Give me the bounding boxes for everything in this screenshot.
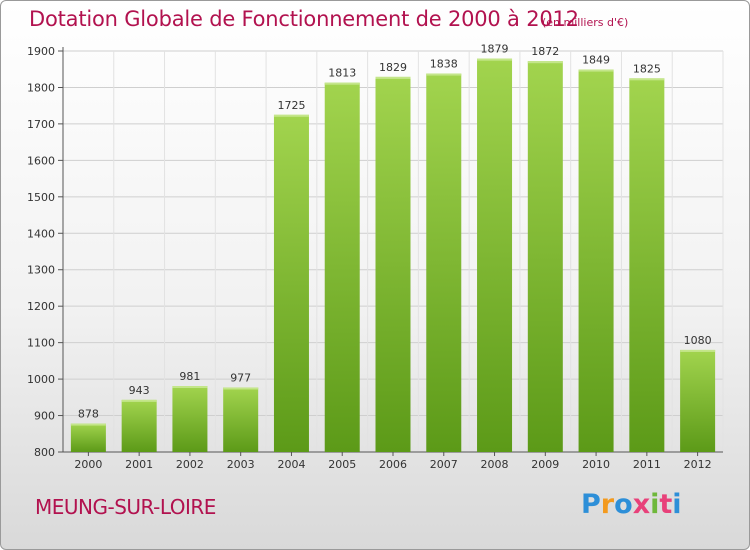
bar-2005 [324,82,360,452]
x-tick-label: 2010 [582,458,610,471]
bar-2000 [70,423,106,452]
data-label: 1725 [277,99,305,112]
data-label: 1825 [633,62,661,75]
x-tick-label: 2007 [430,458,458,471]
y-tick-label: 800 [34,446,55,459]
logo-letter: P [581,489,601,520]
bar-top-highlight [273,114,309,117]
x-tick-label: 2004 [277,458,305,471]
bar-2003 [223,387,259,452]
bar-2007 [426,73,462,453]
y-tick-label: 1500 [27,191,55,204]
x-tick-label: 2009 [531,458,559,471]
x-tick-label: 2005 [328,458,356,471]
data-label: 1080 [684,334,712,347]
data-label: 977 [230,371,251,384]
x-tick-label: 2002 [176,458,204,471]
x-tick-label: 2003 [227,458,255,471]
data-label: 1849 [582,54,610,67]
data-label: 1813 [328,67,356,80]
bar-top-highlight [375,76,411,79]
bar-2012 [680,349,716,452]
bar-2004 [273,114,309,452]
y-tick-label: 1900 [27,45,55,58]
bar-top-highlight [477,58,513,61]
chart-title: Dotation Globale de Fonctionnement de 20… [29,7,579,31]
bar-top-highlight [172,386,208,389]
bars [70,58,716,453]
data-label: 1879 [481,43,509,56]
x-tick-label: 2006 [379,458,407,471]
bar-top-highlight [426,73,462,76]
x-tick-label: 2012 [684,458,712,471]
y-tick-label: 1200 [27,300,55,313]
data-label: 1872 [531,45,559,58]
logo-letter: r [600,489,615,520]
data-label: 943 [129,384,150,397]
bar-top-highlight [629,78,665,81]
data-label: 981 [179,370,200,383]
y-tick-label: 1100 [27,337,55,350]
y-tick-label: 900 [34,410,55,423]
y-tick-label: 1400 [27,227,55,240]
labels: 800 900 1000 1100 1200 1300 1400 1500 1600 1700 18… [27,43,712,471]
bar-top-highlight [70,423,106,426]
bar-top-highlight [527,61,563,64]
y-tick-label: 1700 [27,118,55,131]
data-label: 1838 [430,58,458,71]
bar-2009 [527,61,563,452]
y-tick-label: 1300 [27,264,55,277]
bar-2002 [172,386,208,452]
x-tick-label: 2011 [633,458,661,471]
bar-top-highlight [578,69,614,72]
bar-top-highlight [324,82,360,85]
bar-2011 [629,78,665,452]
proxiti-logo: Proxiti [581,489,682,520]
data-label: 878 [78,408,99,421]
bar-2001 [121,399,157,452]
bar-top-highlight [680,349,716,352]
logo-letter: o [614,489,633,520]
bar-2008 [477,58,513,452]
bar-top-highlight [223,387,259,390]
chart-subtitle: (en milliers d'€) [542,16,629,29]
data-label: 1829 [379,61,407,74]
y-tick-label: 1600 [27,154,55,167]
logo-letter: i [650,489,660,520]
logo-letter: t [659,489,673,520]
bar-2006 [375,76,411,453]
commune-name: MEUNG-SUR-LOIRE [35,495,216,519]
y-tick-label: 1000 [27,373,55,386]
y-tick-label: 1800 [27,81,55,94]
logo-letter: x [632,489,651,520]
bar-2010 [578,69,614,452]
x-tick-label: 2001 [125,458,153,471]
bar-top-highlight [121,399,157,402]
x-tick-label: 2000 [74,458,102,471]
x-tick-label: 2008 [481,458,509,471]
logo-letter: i [672,489,682,520]
